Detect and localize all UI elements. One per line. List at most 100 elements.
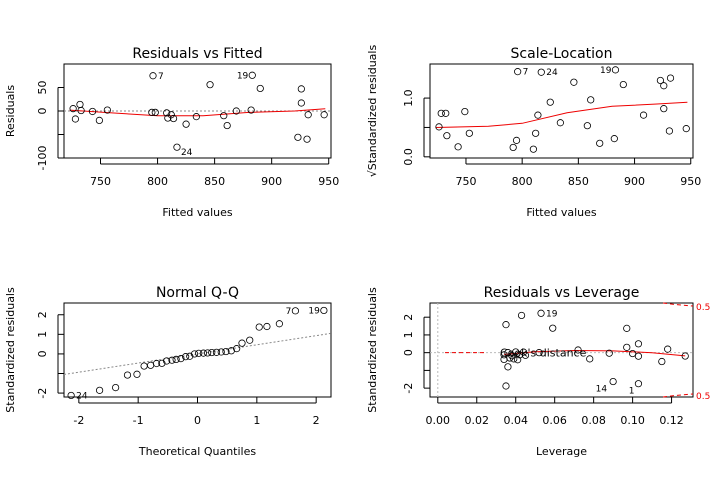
x-tick-label: 900 — [261, 175, 282, 188]
data-point — [172, 355, 180, 363]
x-axis-label: Fitted values — [162, 206, 233, 219]
x-tick-label: -1 — [133, 414, 144, 427]
data-point — [504, 363, 512, 371]
data-point — [623, 343, 631, 351]
data-point — [147, 361, 155, 369]
y-axis-label: Standardized residuals — [4, 287, 17, 413]
x-tick-label: 950 — [680, 175, 701, 188]
data-point — [682, 125, 690, 133]
data-point — [658, 357, 666, 366]
panel-3: Normal Q-Q Theoretical Quantiles Standardi… — [4, 285, 332, 458]
data-point — [212, 348, 221, 356]
plot-frame — [429, 302, 694, 398]
qq-reference-line — [63, 332, 332, 375]
chart-title: Residuals vs Fitted — [132, 46, 262, 62]
data-point — [192, 113, 200, 121]
data-point — [502, 382, 510, 390]
data-point — [681, 352, 689, 360]
y-tick-label: 2 — [402, 314, 415, 321]
x-tick-label: 800 — [512, 175, 533, 188]
x-tick-label: -2 — [73, 414, 84, 427]
data-point — [217, 348, 225, 356]
cooks-contour-label: 0.5 — [696, 303, 710, 313]
x-tick-label: 2 — [313, 414, 320, 427]
data-point — [666, 74, 675, 82]
point-label: 1 — [629, 387, 635, 397]
data-point — [546, 98, 554, 106]
smoother-line — [69, 108, 326, 117]
point-label: 19 — [546, 309, 558, 319]
data-point — [163, 357, 171, 365]
data-point — [304, 111, 312, 119]
data-point — [514, 356, 522, 364]
data-point — [238, 339, 246, 347]
data-point — [123, 371, 132, 379]
y-axis-label: Residuals — [4, 85, 17, 137]
data-point — [256, 84, 264, 93]
data-point — [609, 377, 617, 386]
data-point — [521, 351, 530, 359]
data-point — [232, 107, 240, 115]
data-point — [186, 352, 194, 360]
data-point — [67, 391, 75, 400]
panel-4: Residuals vs Leverage Leverage Standardize… — [366, 285, 710, 458]
data-point — [443, 132, 451, 140]
data-point — [549, 324, 557, 332]
data-point — [246, 336, 254, 344]
data-point — [506, 354, 514, 362]
data-point — [294, 133, 302, 141]
data-point — [263, 322, 271, 331]
data-point — [556, 119, 564, 127]
data-point — [583, 122, 591, 130]
x-tick-label: 950 — [318, 175, 339, 188]
data-point — [605, 349, 613, 357]
data-point — [151, 108, 159, 117]
point-label: 24 — [181, 148, 193, 158]
chart-title: Scale-Location — [511, 46, 613, 62]
y-tick-label: 2 — [36, 311, 49, 318]
data-point — [537, 309, 545, 317]
point-label: 7 — [158, 72, 164, 82]
x-axis-label: Fitted values — [526, 206, 597, 219]
data-point — [435, 123, 443, 131]
data-point — [297, 85, 305, 93]
y-tick-label: -2 — [402, 383, 415, 394]
data-point — [660, 105, 668, 113]
x-tick-label: 0.06 — [542, 414, 567, 427]
y-tick-label: 0 — [402, 349, 415, 356]
point-label: 24 — [76, 391, 88, 401]
panel-1: Residuals vs Fitted Fitted values Residual… — [4, 46, 339, 219]
data-point — [95, 116, 103, 125]
data-point — [660, 82, 668, 90]
data-point — [596, 139, 604, 147]
data-point — [163, 109, 171, 117]
data-point — [514, 68, 522, 76]
data-point — [220, 112, 228, 120]
x-tick-label: 0.00 — [426, 414, 451, 427]
x-tick-label: 750 — [455, 175, 476, 188]
data-point — [570, 78, 578, 86]
data-point — [634, 352, 643, 360]
point-label: 7 — [286, 307, 292, 317]
data-point — [158, 359, 166, 367]
x-tick-label: 0.10 — [620, 414, 645, 427]
data-point — [516, 351, 524, 359]
y-tick-label: 0 — [36, 350, 49, 357]
data-point — [255, 323, 263, 331]
y-tick-label: 0.0 — [402, 148, 415, 166]
data-point — [454, 143, 462, 151]
data-point — [610, 135, 618, 143]
point-label: 7 — [523, 68, 529, 78]
x-tick-label: 0.02 — [465, 414, 490, 427]
data-point — [173, 143, 181, 151]
data-point — [664, 345, 672, 353]
x-axis-label: Theoretical Quantiles — [138, 445, 256, 458]
x-tick-label: 900 — [624, 175, 645, 188]
data-point — [512, 136, 521, 144]
data-point — [96, 386, 104, 394]
y-tick-label: 1 — [36, 331, 49, 338]
chart-title: Normal Q-Q — [156, 285, 239, 301]
data-point — [656, 76, 665, 85]
data-point — [208, 348, 216, 357]
